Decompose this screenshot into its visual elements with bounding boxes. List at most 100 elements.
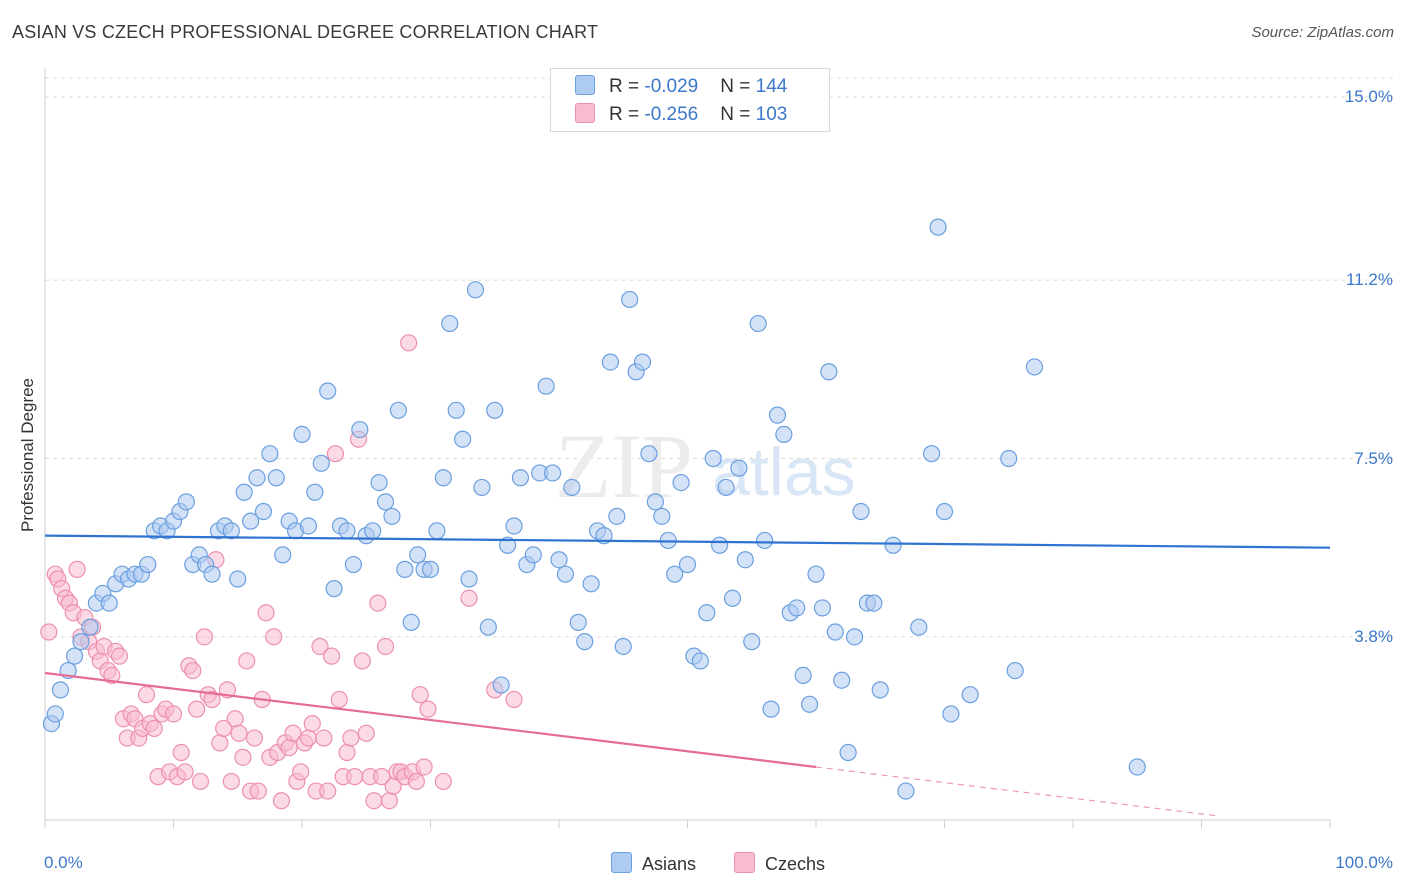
data-point xyxy=(110,647,129,665)
y-tick-label: 11.2% xyxy=(1346,270,1393,290)
data-point xyxy=(319,782,337,800)
data-point xyxy=(164,705,183,723)
legend-czechs: Czechs xyxy=(734,852,825,875)
data-point xyxy=(191,772,210,791)
data-point xyxy=(40,623,58,641)
data-point xyxy=(473,478,491,497)
data-point xyxy=(865,594,883,612)
data-point xyxy=(678,555,697,574)
legend-row-asians: R = -0.029 N = 144 xyxy=(575,75,787,99)
data-point xyxy=(293,425,311,443)
data-point xyxy=(380,792,398,810)
data-point xyxy=(961,686,979,704)
data-point xyxy=(672,474,690,492)
data-point xyxy=(376,637,395,656)
data-point xyxy=(365,792,383,810)
data-point xyxy=(800,695,819,713)
data-point xyxy=(419,700,437,718)
data-point xyxy=(768,406,787,424)
data-point xyxy=(184,661,202,680)
data-point xyxy=(306,483,324,501)
data-point xyxy=(265,628,283,646)
data-point xyxy=(749,314,767,333)
data-point xyxy=(788,599,806,617)
y-tick-label: 3.8% xyxy=(1354,626,1393,646)
legend-row-czechs: R = -0.256 N = 103 xyxy=(575,103,787,127)
data-point xyxy=(486,401,504,419)
data-point xyxy=(396,560,414,578)
data-point xyxy=(550,551,568,569)
data-point xyxy=(249,782,267,800)
data-point xyxy=(1025,358,1044,376)
data-point xyxy=(556,565,575,583)
data-point xyxy=(730,459,748,477)
data-point xyxy=(595,527,613,545)
data-point xyxy=(704,449,722,468)
data-point xyxy=(871,681,889,699)
asians-points xyxy=(42,218,1146,800)
data-point xyxy=(303,714,321,733)
czechs-points xyxy=(40,334,523,810)
asians-trend-line xyxy=(44,534,1331,549)
data-point xyxy=(460,570,478,588)
data-point xyxy=(284,724,302,742)
data-point xyxy=(326,445,345,463)
czechs-legend-label: Czechs xyxy=(765,854,826,874)
data-point xyxy=(492,676,510,694)
czechs-swatch xyxy=(575,103,595,123)
asians-legend-label: Asians xyxy=(642,854,697,874)
axes xyxy=(44,68,1331,828)
data-point xyxy=(215,719,233,738)
data-point xyxy=(342,729,360,747)
data-point xyxy=(292,763,310,781)
y-tick-label: 7.5% xyxy=(1354,448,1393,468)
data-point xyxy=(833,671,851,689)
data-point xyxy=(794,666,812,685)
r-value-czechs: -0.256 xyxy=(644,104,699,125)
data-point xyxy=(274,546,292,564)
data-point xyxy=(229,570,247,588)
data-point xyxy=(65,647,84,665)
data-point xyxy=(299,729,318,747)
data-point xyxy=(203,565,221,583)
data-point xyxy=(505,690,523,709)
data-point xyxy=(137,686,156,704)
data-point xyxy=(454,430,472,448)
data-point xyxy=(81,618,99,636)
data-point xyxy=(353,652,371,670)
data-point xyxy=(466,281,485,299)
r-label: R = xyxy=(609,76,645,97)
data-point xyxy=(319,382,337,400)
data-point xyxy=(195,628,213,646)
data-point xyxy=(272,792,291,810)
data-point xyxy=(762,700,780,718)
data-point xyxy=(177,493,195,511)
data-point xyxy=(245,729,264,747)
data-point xyxy=(400,334,418,352)
data-point xyxy=(226,710,244,728)
data-point xyxy=(344,555,362,574)
data-point xyxy=(280,739,298,757)
data-point xyxy=(364,522,382,540)
data-point xyxy=(447,401,465,419)
data-point xyxy=(376,493,395,511)
legend-asians: Asians xyxy=(611,852,696,875)
data-point xyxy=(923,445,941,463)
data-point xyxy=(369,594,387,612)
correlation-legend: R = -0.029 N = 144 R = -0.256 N = 103 xyxy=(550,68,830,132)
data-point xyxy=(646,493,664,511)
x-tick-right: 100.0% xyxy=(1335,853,1393,872)
data-point xyxy=(717,478,735,497)
data-point xyxy=(338,743,356,762)
data-point xyxy=(338,522,356,540)
data-point xyxy=(428,522,446,540)
chart-title: ASIAN VS CZECH PROFESSIONAL DEGREE CORRE… xyxy=(12,22,599,42)
data-point xyxy=(479,618,497,636)
data-point xyxy=(499,536,517,554)
data-point xyxy=(351,420,369,439)
data-point xyxy=(698,604,716,622)
data-point xyxy=(813,599,832,617)
data-point xyxy=(807,565,825,583)
czechs-legend-swatch xyxy=(734,852,755,873)
data-point xyxy=(100,594,118,612)
